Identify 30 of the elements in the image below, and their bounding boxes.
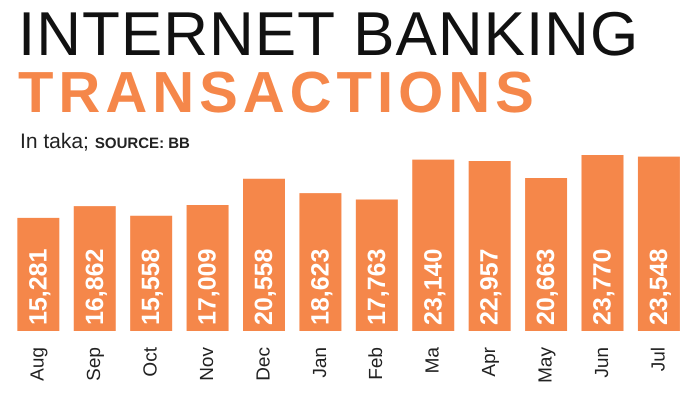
data-label: 17,763 bbox=[362, 248, 391, 325]
text: In taka; bbox=[20, 130, 89, 153]
data-label: 15,558 bbox=[137, 248, 166, 325]
data-label: 23,140 bbox=[419, 248, 448, 325]
x-tick-label: Feb bbox=[366, 347, 388, 380]
data-label: 18,623 bbox=[306, 248, 334, 325]
x-tick-label: Oct bbox=[140, 346, 162, 377]
data-label: 23,548 bbox=[644, 248, 673, 325]
data-label: 20,663 bbox=[532, 248, 560, 325]
source-note: SOURCE: BB bbox=[94, 135, 190, 152]
bar bbox=[412, 160, 454, 331]
x-tick-label: Jul bbox=[648, 347, 670, 372]
data-label: 20,558 bbox=[250, 248, 278, 325]
data-label: 16,862 bbox=[80, 248, 109, 325]
data-label: 22,957 bbox=[476, 248, 504, 325]
x-tick-label: Ma bbox=[422, 346, 444, 374]
x-tick-label: Jun bbox=[592, 347, 613, 378]
x-tick-label: Nov bbox=[196, 346, 218, 381]
x-tick-label: Apr bbox=[479, 346, 500, 377]
x-tick-label: Sep bbox=[84, 347, 106, 381]
x-tick-label: May bbox=[535, 346, 556, 383]
data-label: 15,281 bbox=[24, 248, 52, 325]
bar bbox=[468, 161, 511, 331]
data-label: 17,009 bbox=[194, 248, 222, 325]
bar bbox=[582, 155, 624, 331]
bar bbox=[638, 156, 680, 331]
x-tick-label: Aug bbox=[28, 347, 49, 381]
x-tick-label: Dec bbox=[253, 347, 274, 381]
x-tick-label: Jan bbox=[310, 347, 331, 378]
data-label: 23,770 bbox=[588, 248, 616, 325]
